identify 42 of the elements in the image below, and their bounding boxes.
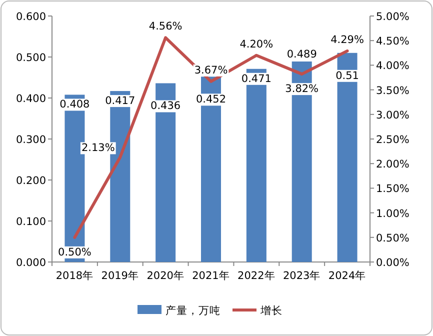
y2-tick-label: 1.00% — [376, 208, 410, 220]
legend-label: 产量，万吨 — [166, 304, 220, 317]
data-label: 0.417 — [105, 95, 136, 108]
data-label: 0.408 — [60, 98, 90, 111]
x-tick-label: 2019年 — [101, 270, 140, 282]
y2-tick-label: 3.00% — [376, 109, 410, 122]
legend-label: 增长 — [260, 304, 282, 317]
data-label: 3.67% — [194, 64, 228, 76]
y-tick-label: 0.200 — [16, 175, 46, 187]
x-tick-label: 2023年 — [282, 270, 321, 282]
y2-tick-label: 5.00% — [376, 11, 410, 23]
data-label: 0.50% — [58, 246, 92, 258]
y2-tick-label: 4.50% — [376, 36, 410, 48]
y2-tick-label: 0.00% — [376, 257, 410, 269]
data-label: 0.436 — [150, 100, 181, 112]
y-tick-label: 0.600 — [16, 11, 46, 23]
data-label: 0.51 — [336, 70, 359, 82]
y2-tick-label: 4.00% — [376, 60, 410, 72]
y2-tick-label: 2.00% — [376, 158, 410, 171]
data-label: 2.13% — [81, 142, 115, 154]
x-tick-label: 2021年 — [192, 270, 230, 282]
x-tick-label: 2022年 — [238, 270, 276, 282]
y-tick-label: 0.300 — [16, 134, 46, 146]
y-tick-label: 0.400 — [16, 93, 46, 105]
data-label: 4.20% — [240, 38, 274, 50]
data-label: 3.82% — [285, 83, 319, 96]
data-label: 4.29% — [330, 34, 364, 46]
y-tick-label: 0.000 — [16, 257, 46, 269]
x-tick-label: 2018年 — [56, 270, 94, 282]
y2-tick-label: 3.50% — [376, 84, 410, 97]
data-label: 4.56% — [148, 20, 182, 33]
y2-tick-label: 1.50% — [376, 183, 410, 196]
data-label: 0.489 — [286, 48, 317, 61]
x-tick-label: 2024年 — [328, 270, 366, 282]
x-tick-label: 2020年 — [146, 270, 184, 282]
y2-tick-label: 0.50% — [376, 232, 410, 244]
y2-tick-label: 2.50% — [376, 134, 410, 146]
y-tick-label: 0.500 — [16, 52, 46, 64]
bar — [337, 52, 358, 262]
data-label: 0.452 — [196, 94, 226, 106]
data-label: 0.471 — [241, 72, 272, 85]
y-tick-label: 0.100 — [16, 216, 46, 228]
